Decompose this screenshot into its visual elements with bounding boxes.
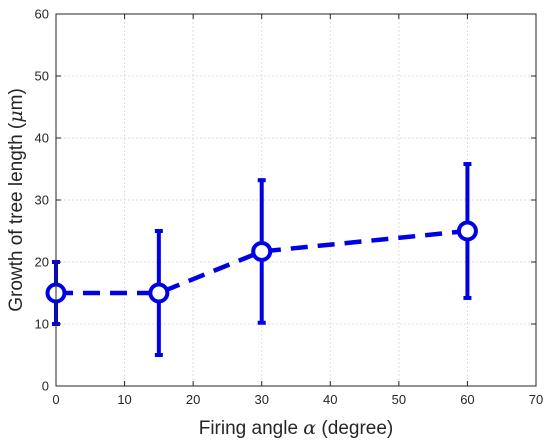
y-tick-label: 40 <box>35 131 49 146</box>
y-axis-label-prefix: Growth of tree length ( <box>6 122 27 312</box>
y-tick-label: 50 <box>35 69 49 84</box>
x-tick-label: 40 <box>323 392 337 407</box>
data-point <box>251 240 273 262</box>
x-tick-label: 30 <box>254 392 268 407</box>
grid <box>55 13 537 387</box>
x-axis-label: Firing angle α (degree) <box>199 417 394 439</box>
y-ticks: 0 10 20 30 40 50 60 <box>35 7 536 394</box>
x-tick-label: 0 <box>52 392 59 407</box>
x-tick-label: 60 <box>460 392 474 407</box>
x-axis-label-suffix: (degree) <box>316 418 393 439</box>
y-tick-label: 10 <box>35 317 49 332</box>
y-axis-label-suffix: m) <box>6 88 27 110</box>
x-tick-label: 10 <box>117 392 131 407</box>
x-tick-label: 20 <box>186 392 200 407</box>
x-axis-label-symbol: α <box>303 417 316 439</box>
y-axis-label: Growth of tree length (μm) <box>5 88 27 312</box>
y-axis-label-symbol: μ <box>5 110 27 122</box>
y-tick-label: 30 <box>35 193 49 208</box>
data-point <box>456 220 478 242</box>
x-ticks: 0 10 20 30 40 50 60 70 <box>52 14 543 407</box>
y-tick-label: 20 <box>35 255 49 270</box>
data-point <box>148 282 170 304</box>
y-tick-label: 0 <box>42 379 49 394</box>
x-tick-label: 70 <box>529 392 543 407</box>
x-tick-label: 50 <box>392 392 406 407</box>
x-axis-label-prefix: Firing angle <box>199 418 304 439</box>
y-tick-label: 60 <box>35 7 49 22</box>
